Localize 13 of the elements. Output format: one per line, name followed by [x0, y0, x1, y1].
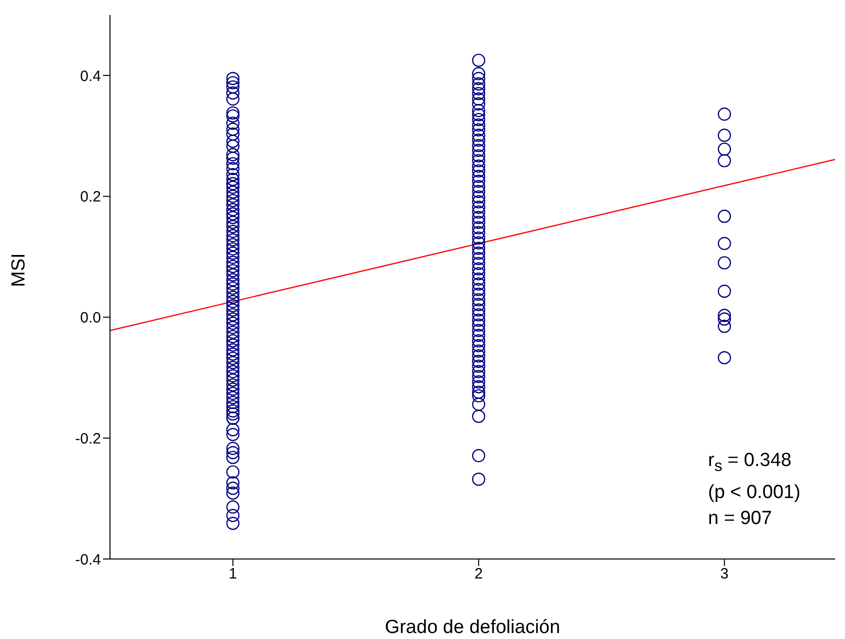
- x-tick-label: 1: [228, 566, 238, 583]
- y-tick-label: -0.4: [75, 551, 101, 568]
- annotation: (p < 0.001): [708, 480, 800, 505]
- x-tick-label: 2: [474, 566, 483, 583]
- y-tick-label: 0.0: [80, 310, 101, 327]
- y-tick-label: 0.4: [80, 68, 101, 85]
- x-axis-title: Grado de defoliación: [384, 617, 560, 638]
- annotation: r$_{s}$ = 0.348: [708, 449, 792, 477]
- annotation: n = 907: [708, 506, 773, 531]
- y-axis-title: MSI: [8, 253, 30, 287]
- x-tick-label: 3: [720, 566, 729, 583]
- y-tick-label: -0.2: [75, 430, 101, 448]
- y-tick-label: 0.2: [80, 188, 101, 206]
